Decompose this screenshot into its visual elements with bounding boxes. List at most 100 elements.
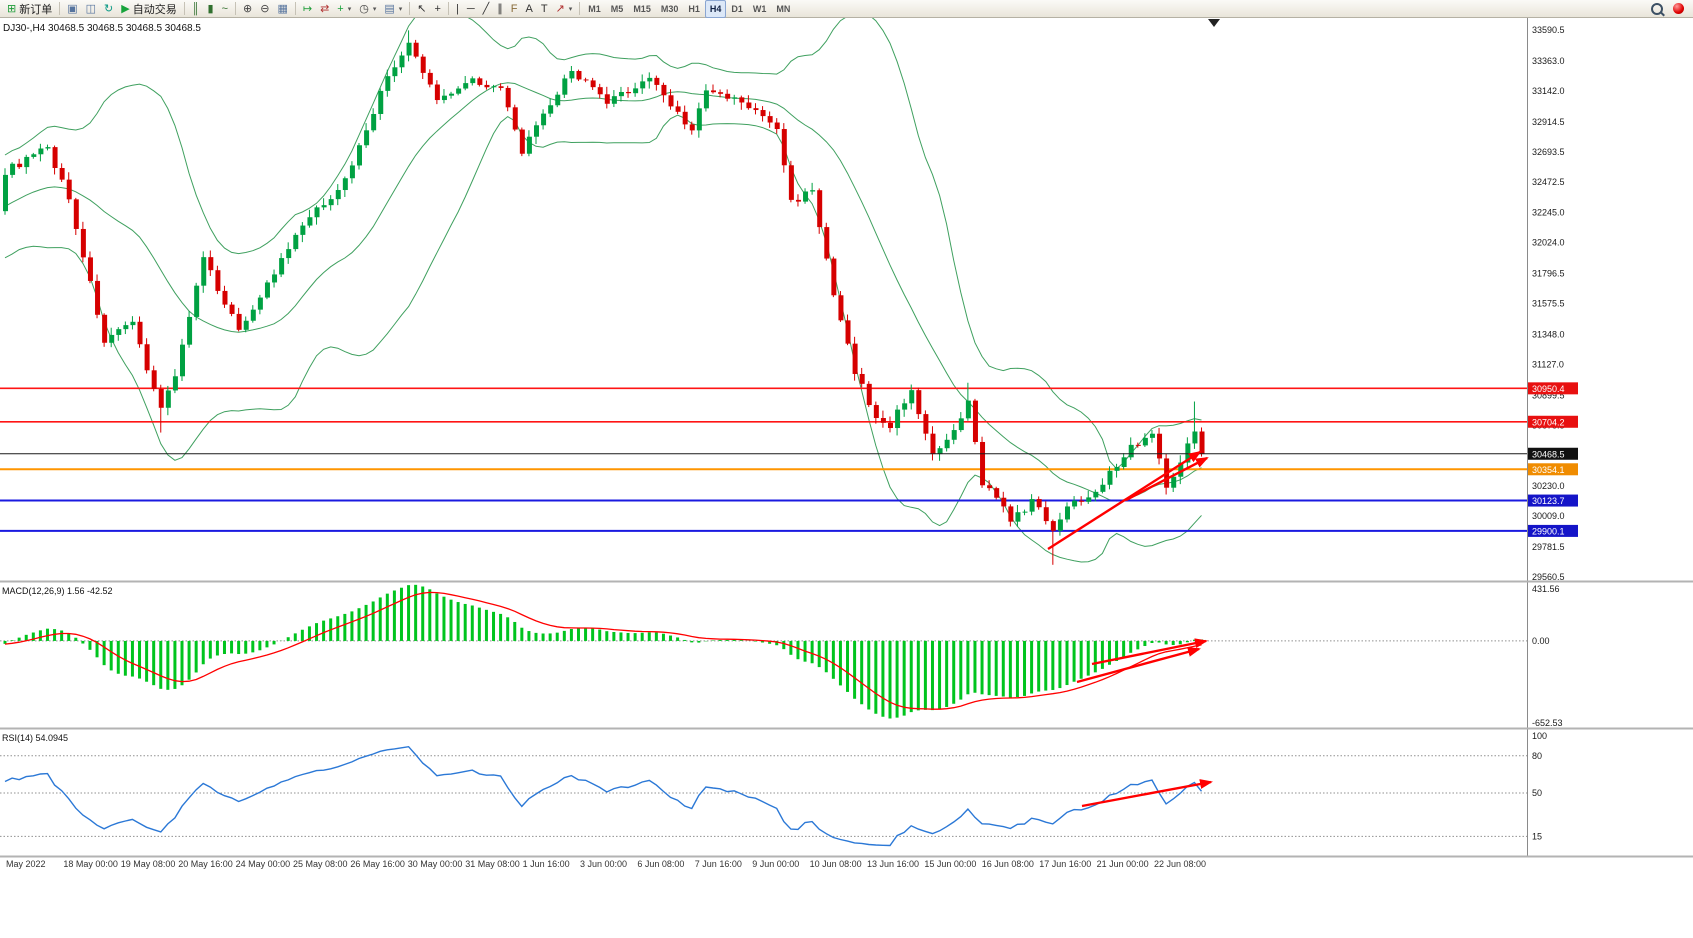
candle-body [1008, 506, 1014, 522]
candle-body [767, 116, 773, 123]
candle-body [45, 147, 51, 149]
templates-button[interactable]: ▤ ▾ [380, 0, 406, 18]
timeframe-mn-button[interactable]: MN [776, 3, 791, 14]
trendline-button[interactable]: ╱ [479, 0, 494, 18]
timeframe-m5-button[interactable]: M5 [610, 3, 624, 14]
candle-body [1036, 499, 1042, 508]
price-badge-label: 30950.4 [1532, 384, 1565, 394]
timeframe-d1-button[interactable]: D1 [731, 3, 743, 14]
candle-body [661, 84, 667, 96]
candle-body [1142, 437, 1148, 446]
zoom-in-button[interactable]: ⊕ [239, 0, 256, 18]
line-chart-button[interactable]: ~ [218, 0, 232, 18]
time-axis[interactable]: May 2022 18 May 00:00 19 May 08:00 20 May 1… [6, 859, 1206, 869]
crosshair-button[interactable]: + [431, 0, 445, 18]
timeframe-w1-button[interactable]: W1 [752, 3, 767, 14]
price-badge [1528, 463, 1578, 476]
candle-body [781, 129, 787, 166]
macd-axis-label: -652.53 [1532, 718, 1563, 728]
charts-window-button[interactable]: ▣ [63, 0, 81, 18]
candle-body [1185, 443, 1191, 463]
auto-trading-button[interactable]: ▶ 自动交易 [117, 0, 180, 18]
time-axis-label: 20 May 16:00 [178, 859, 233, 869]
refresh-button[interactable]: ↻ [100, 0, 117, 18]
trend-arrow[interactable] [1125, 456, 1209, 502]
candle-body [420, 56, 426, 73]
trend-arrow[interactable] [1047, 450, 1202, 551]
cursor-button[interactable]: ↖ [413, 0, 430, 18]
bar-chart-button[interactable]: ║ [188, 0, 204, 18]
price-axis[interactable]: 33590.5 33363.0 33142.0 32914.5 32693.5 32472… [1528, 25, 1578, 841]
price-axis-label: 32914.5 [1532, 117, 1565, 127]
candle-body [555, 94, 561, 106]
auto-scroll-button[interactable]: ↦ [299, 0, 316, 18]
macd-signal-line [4, 591, 1202, 710]
timeframe-buttons: M1 M5 M15 M30 H1 H4 D1 W1 MN [583, 0, 795, 18]
timeframe-h1-button[interactable]: H1 [688, 3, 700, 14]
timeframe-m1-button[interactable]: M1 [588, 3, 601, 14]
tile-windows-button[interactable]: ▦ [273, 0, 291, 18]
trendline-icon: ╱ [482, 2, 490, 15]
macd-trend-arrow[interactable] [1076, 647, 1201, 684]
chevron-down-icon[interactable]: ▾ [568, 5, 573, 13]
fibonacci-icon: F [510, 2, 518, 15]
candle-body [87, 257, 93, 281]
candle-body [611, 96, 617, 104]
clock-icon: ◷ [359, 2, 369, 15]
channel-icon: ∥ [497, 2, 503, 15]
candle-body [795, 199, 801, 202]
chevron-down-icon[interactable]: ▾ [372, 5, 377, 13]
zoom-out-button[interactable]: ⊖ [256, 0, 273, 18]
profiles-icon: ◫ [85, 2, 97, 15]
label-button[interactable]: T [537, 0, 552, 18]
candle-body [930, 433, 936, 455]
search-button[interactable] [1647, 0, 1667, 18]
rsi-trend-arrow[interactable] [1081, 779, 1213, 808]
red-ball-icon [1673, 3, 1684, 14]
price-axis-label: 31127.0 [1532, 359, 1564, 369]
timeframe-m15-button[interactable]: M15 [633, 3, 651, 14]
candle-body [732, 97, 738, 99]
new-order-icon: ⊞ [7, 2, 17, 15]
play-icon: ▶ [121, 2, 130, 15]
candle-body [364, 130, 370, 146]
text-button[interactable]: A [521, 0, 536, 18]
time-axis-label: 15 Jun 00:00 [924, 859, 976, 869]
chart-shift-button[interactable]: ⇄ [316, 0, 333, 18]
search-icon [1651, 2, 1663, 15]
timeframe-h4-button[interactable]: H4 [704, 0, 727, 18]
candlestick-chart-button[interactable]: ▮ [204, 0, 218, 18]
candle-body [38, 148, 44, 155]
time-axis-label: 26 May 16:00 [350, 859, 405, 869]
candle-body [1149, 433, 1155, 438]
macd-trend-arrow[interactable] [1091, 638, 1208, 666]
channel-button[interactable]: ∥ [493, 0, 507, 18]
periods-button[interactable]: ◷ ▾ [355, 0, 380, 18]
chevron-down-icon[interactable]: ▾ [398, 5, 403, 13]
candle-body [788, 165, 794, 200]
profiles-button[interactable]: ◫ [82, 0, 100, 18]
connection-status-button[interactable] [1669, 0, 1688, 18]
trend-arrows[interactable] [1047, 450, 1213, 808]
candle-body [137, 321, 143, 345]
candle-body [307, 217, 313, 226]
indicators-button[interactable]: + ▾ [333, 0, 355, 18]
template-icon: ▤ [384, 2, 395, 15]
horizontal-line-button[interactable]: ─ [463, 0, 479, 18]
candle-body [59, 168, 65, 180]
candle-body [682, 111, 688, 125]
vertical-line-button[interactable]: | [452, 0, 463, 18]
fibonacci-button[interactable]: F [507, 0, 522, 18]
candle-body [838, 295, 844, 321]
arrows-button[interactable]: ↗ ▾ [552, 0, 577, 18]
candle-body [406, 42, 412, 56]
timeframe-m30-button[interactable]: M30 [660, 3, 679, 14]
candle-body [172, 376, 178, 391]
candle-body [229, 304, 235, 314]
chevron-down-icon[interactable]: ▾ [347, 5, 352, 13]
candle-body [937, 448, 943, 455]
toolbar-separator [59, 2, 61, 15]
chart-shift-marker[interactable] [1208, 19, 1220, 27]
new-order-button[interactable]: ⊞ 新订单 [3, 0, 56, 18]
